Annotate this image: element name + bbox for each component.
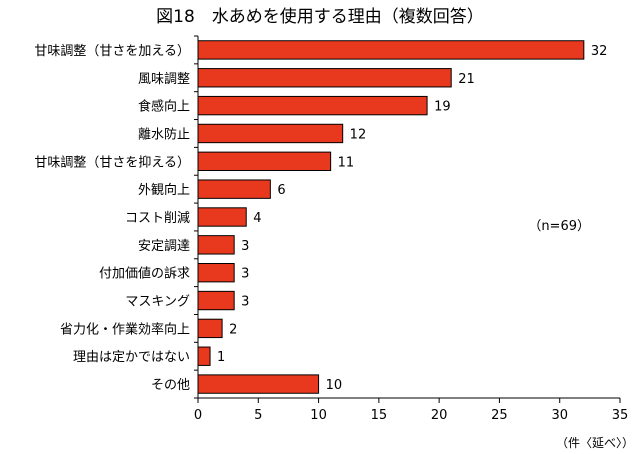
category-label: 理由は定かではない bbox=[73, 350, 190, 365]
x-axis-unit-label: （件〈延べ〉） bbox=[556, 436, 634, 450]
data-label: 10 bbox=[326, 378, 343, 393]
x-tick-label: 20 bbox=[431, 408, 448, 423]
data-label: 21 bbox=[458, 72, 475, 87]
bar bbox=[197, 123, 344, 144]
axes-group bbox=[194, 35, 621, 403]
data-label: 12 bbox=[350, 127, 367, 142]
data-label: 3 bbox=[241, 295, 249, 310]
x-tick-label: 5 bbox=[254, 408, 262, 423]
x-tick-label: 10 bbox=[310, 408, 327, 423]
category-label: 食感向上 bbox=[138, 99, 190, 115]
data-label: 11 bbox=[338, 155, 355, 170]
data-label: 3 bbox=[241, 239, 249, 254]
bar bbox=[197, 346, 211, 366]
bar bbox=[197, 374, 320, 394]
category-label: 離水防止 bbox=[138, 126, 190, 142]
category-label: その他 bbox=[151, 378, 190, 393]
data-label: 1 bbox=[217, 350, 225, 365]
bar bbox=[197, 207, 247, 227]
bar bbox=[197, 290, 235, 311]
data-label: 19 bbox=[434, 100, 451, 115]
bar bbox=[197, 263, 235, 283]
x-tick-label: 15 bbox=[371, 408, 388, 423]
category-label: 外観向上 bbox=[138, 182, 190, 198]
sample-size-note: （n=69） bbox=[528, 219, 590, 234]
bar bbox=[197, 318, 223, 339]
data-label: 6 bbox=[277, 183, 285, 198]
category-label: 甘味調整（甘さを加える） bbox=[34, 44, 190, 59]
bar bbox=[197, 235, 235, 255]
category-label: マスキング bbox=[125, 295, 190, 310]
bar bbox=[197, 95, 428, 116]
bar bbox=[197, 179, 271, 199]
x-tick-label: 30 bbox=[551, 408, 568, 423]
chart-title: 図18 水あめを使用する理由（複数回答） bbox=[156, 6, 484, 27]
bar bbox=[197, 151, 332, 171]
category-label: 付加価値の訴求 bbox=[99, 266, 190, 282]
data-label: 3 bbox=[241, 267, 249, 282]
category-label: 安定調達 bbox=[138, 239, 190, 254]
category-label: 風味調整 bbox=[138, 72, 190, 87]
x-tick-label: 25 bbox=[491, 408, 508, 423]
bar bbox=[197, 68, 452, 88]
x-tick-label: 35 bbox=[612, 408, 629, 423]
data-label: 32 bbox=[591, 44, 608, 59]
category-label: コスト削減 bbox=[125, 210, 190, 226]
x-tick-labels: 0 5 10 15 20 25 30 35 bbox=[194, 408, 628, 423]
data-label: 4 bbox=[253, 211, 261, 226]
category-label: 甘味調整（甘さを抑える） bbox=[34, 155, 190, 170]
category-label: 省力化・作業効率向上 bbox=[60, 321, 190, 337]
x-tick-label: 0 bbox=[194, 408, 202, 423]
data-label: 2 bbox=[229, 322, 237, 337]
bar bbox=[197, 40, 585, 60]
